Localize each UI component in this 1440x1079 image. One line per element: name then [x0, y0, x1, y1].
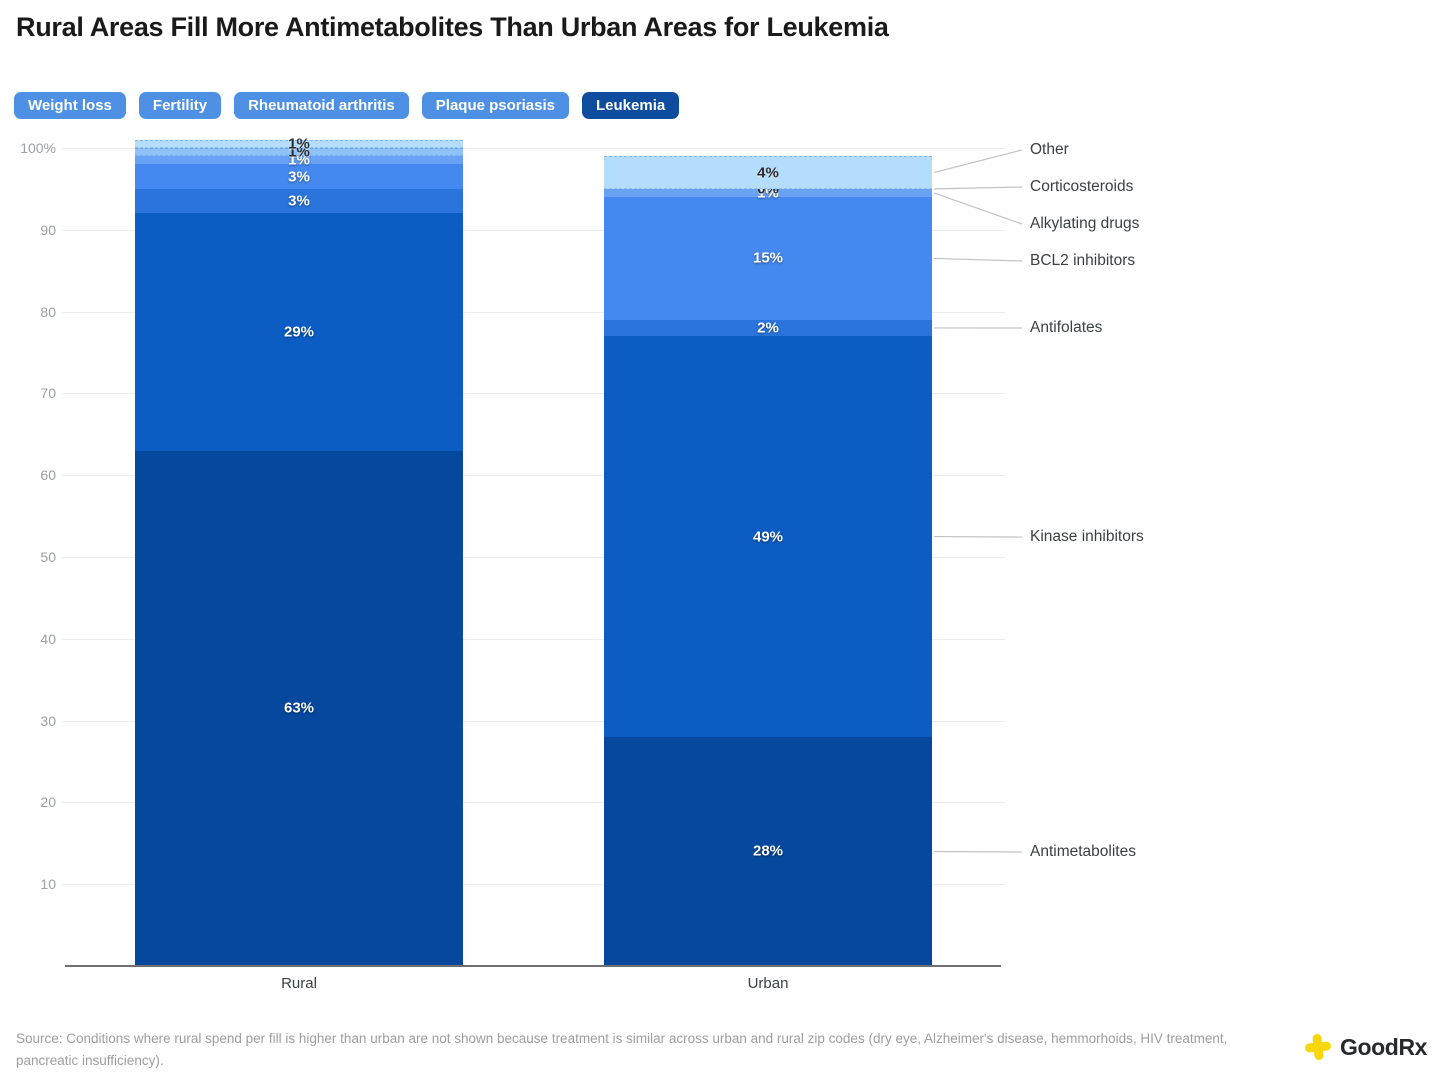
- gridline-100: [62, 148, 1005, 149]
- x-axis-label-urban: Urban: [747, 975, 789, 992]
- data-label-rural-antifolates: 3%: [288, 192, 310, 210]
- gridline-30: [62, 720, 1005, 722]
- x-axis-line: [65, 965, 1001, 967]
- y-axis-tick-label: 80: [40, 303, 56, 320]
- page-title: Rural Areas Fill More Antimetabolites Th…: [16, 12, 889, 42]
- goodrx-plus-icon: [1305, 1034, 1331, 1060]
- gridline-80: [62, 311, 1005, 313]
- y-axis-tick-label: 20: [40, 794, 56, 811]
- y-axis-tick-label: 60: [40, 467, 56, 484]
- data-label-urban-bcl2-inhibitors: 15%: [752, 249, 784, 267]
- legend-label-corticosteroids: Corticosteroids: [1030, 178, 1134, 195]
- legend-label-bcl2-inhibitors: BCL2 inhibitors: [1030, 252, 1136, 269]
- legend-label-antifolates: Antifolates: [1030, 319, 1103, 336]
- bar-segment-rural-antimetabolites: [135, 450, 463, 966]
- y-axis-tick-label: 10: [40, 876, 56, 893]
- data-label-urban-other: 4%: [757, 164, 779, 182]
- y-axis-tick-label: 50: [40, 549, 56, 565]
- tab-rheumatoid-arthritis[interactable]: Rheumatoid arthritis: [234, 92, 409, 119]
- bar-segment-rural-bcl2-inhibitors: [135, 164, 463, 189]
- bar-segment-urban-other: [604, 156, 932, 189]
- bar-segment-rural-alkylating-drugs: [135, 156, 463, 165]
- y-axis-tick-label: 100%: [20, 140, 56, 156]
- gridline-50: [62, 557, 1005, 558]
- leader-line-bcl2-inhibitors: [933, 257, 1023, 262]
- bar-segment-urban-antimetabolites: [604, 736, 932, 966]
- leader-line-other: [933, 149, 1023, 174]
- goodrx-logo-text: GoodRx: [1340, 1033, 1428, 1060]
- condition-tabs: Weight loss Fertility Rheumatoid arthritis…: [14, 92, 680, 119]
- legend-label-antimetabolites: Antimetabolites: [1030, 843, 1136, 860]
- leader-line-antimetabolites: [933, 850, 1023, 853]
- bar-segment-urban-alkylating-drugs: [604, 188, 932, 198]
- source-note: Source: Conditions where rural spend per…: [16, 1031, 1228, 1068]
- tab-weight-loss[interactable]: Weight loss: [14, 92, 126, 119]
- bar-segment-rural-corticosteroids: [135, 148, 463, 157]
- tab-leukemia[interactable]: Leukemia: [582, 92, 680, 119]
- tab-plaque-psoriasis[interactable]: Plaque psoriasis: [421, 92, 569, 119]
- data-label-rural-antimetabolites: 63%: [283, 699, 315, 717]
- y-axis-tick-label: 30: [40, 712, 56, 729]
- y-axis-tick-label: 70: [40, 385, 56, 402]
- data-label-urban-kinase-inhibitors: 49%: [752, 528, 784, 546]
- tab-fertility[interactable]: Fertility: [138, 92, 222, 119]
- bar-segment-urban-antifolates: [604, 319, 932, 337]
- y-axis-tick-label: 40: [40, 630, 56, 647]
- legend-label-kinase-inhibitors: Kinase inhibitors: [1030, 528, 1144, 545]
- bar-segment-urban-kinase-inhibitors: [604, 336, 932, 737]
- gridline-90: [62, 229, 1005, 231]
- bar-segment-rural-other: [135, 139, 463, 148]
- leader-line-corticosteroids: [933, 186, 1023, 190]
- data-label-urban-antifolates: 2%: [757, 319, 779, 337]
- data-label-rural-other: 1%: [288, 135, 310, 153]
- data-label-urban-antimetabolites: 28%: [752, 842, 784, 860]
- gridline-70: [62, 393, 1005, 395]
- goodrx-logo: GoodRx: [1303, 1032, 1427, 1062]
- bar-segment-rural-kinase-inhibitors: [135, 213, 463, 451]
- legend-label-alkylating-drugs: Alkylating drugs: [1030, 215, 1140, 232]
- bar-segment-urban-bcl2-inhibitors: [604, 197, 932, 320]
- data-label-rural-bcl2-inhibitors: 3%: [288, 168, 310, 186]
- leader-line-alkylating-drugs: [933, 192, 1023, 225]
- bar-segment-rural-antifolates: [135, 188, 463, 214]
- data-label-rural-kinase-inhibitors: 29%: [283, 323, 315, 341]
- gridline-20: [62, 802, 1005, 804]
- x-axis-label-rural: Rural: [281, 975, 317, 992]
- y-axis-tick-label: 90: [40, 221, 56, 238]
- gridline-40: [62, 638, 1005, 640]
- gridline-10: [62, 884, 1005, 886]
- legend-label-other: Other: [1030, 141, 1069, 158]
- gridline-60: [62, 475, 1005, 477]
